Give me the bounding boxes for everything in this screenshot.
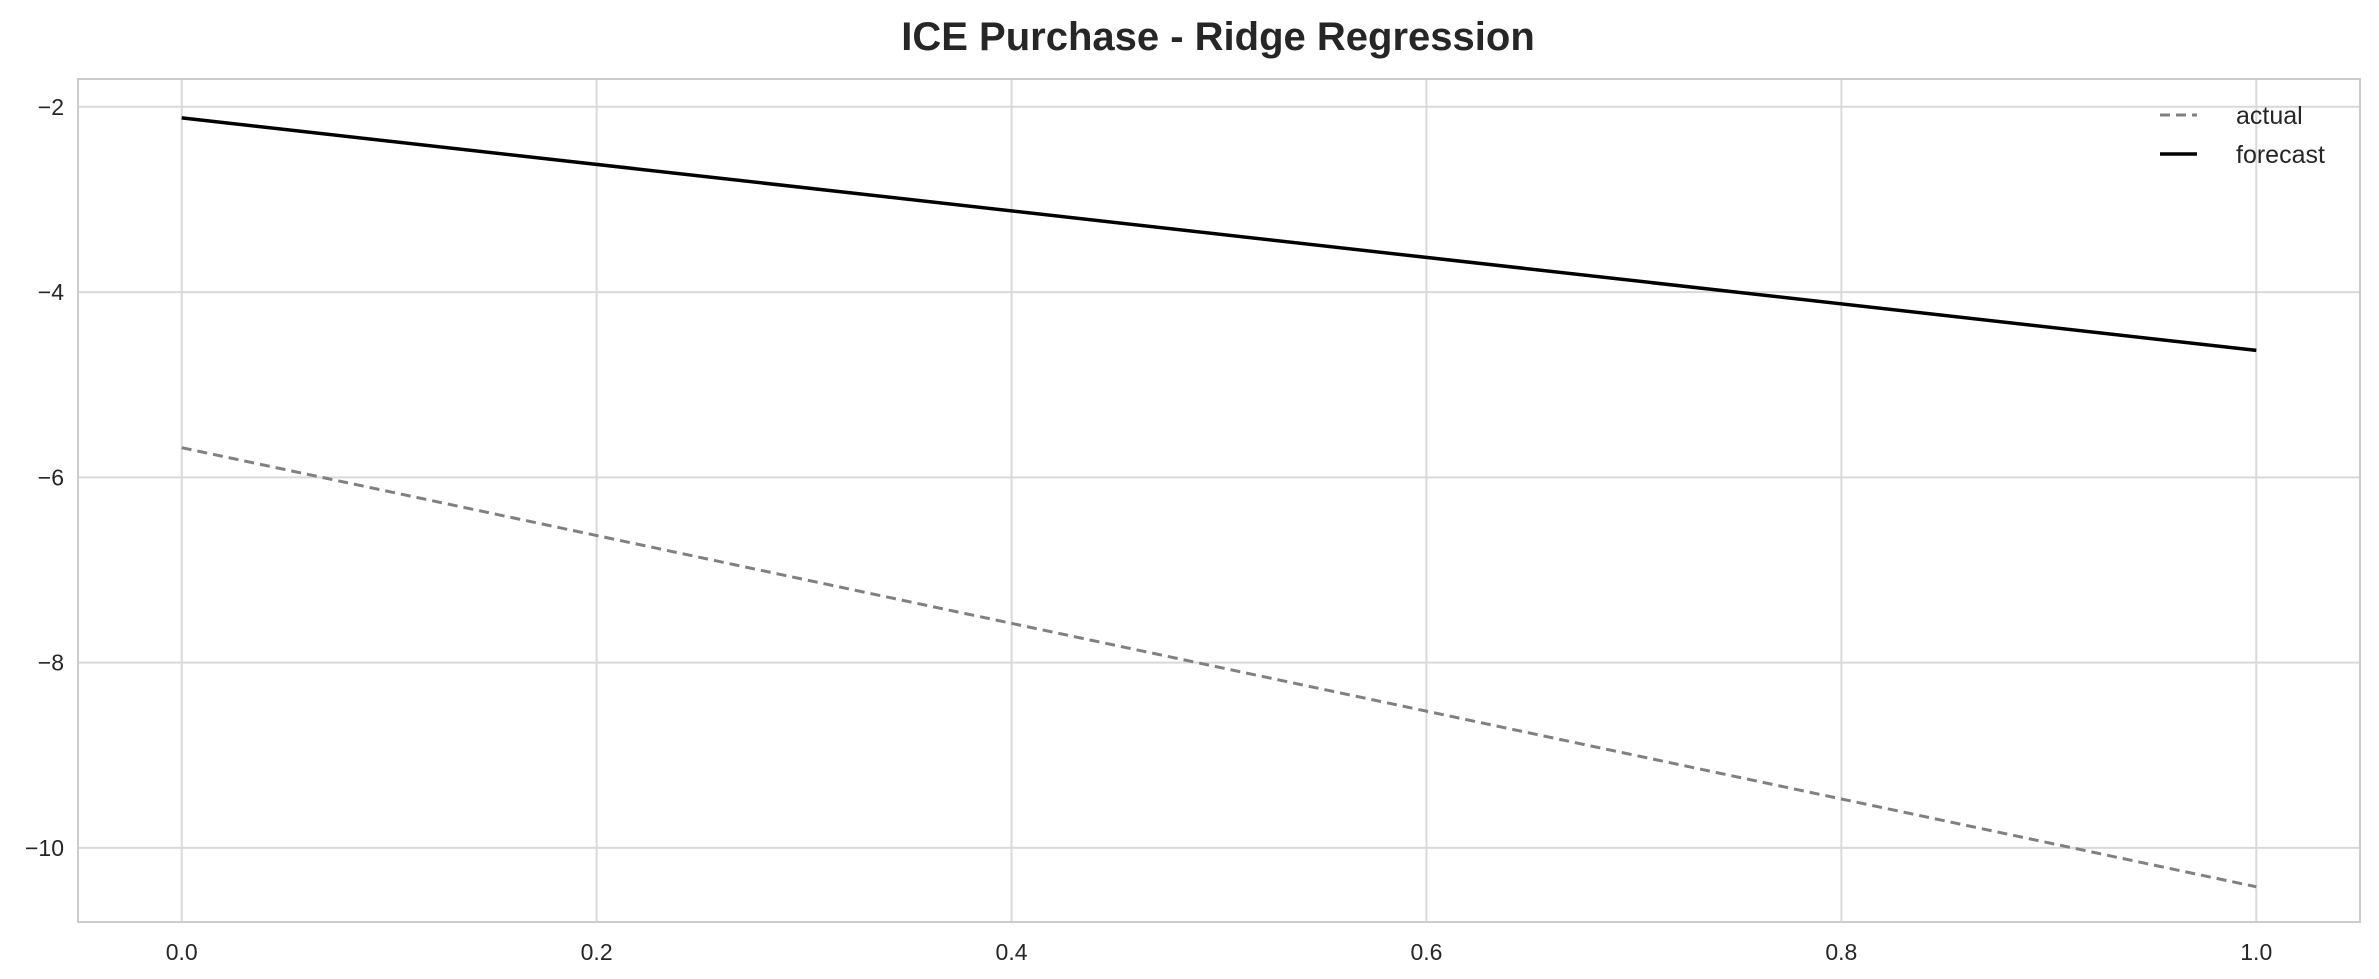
x-tick-label: 0.2 xyxy=(581,939,613,965)
legend-label-actual: actual xyxy=(2236,102,2303,130)
x-tick-label: 0.6 xyxy=(1410,939,1442,965)
x-tick-label: 0.0 xyxy=(166,939,198,965)
legend: actual forecast xyxy=(2160,102,2325,169)
x-tick-label: 0.4 xyxy=(996,939,1028,965)
tick-labels: 0.0 0.2 0.4 0.6 0.8 1.0 −2 −4 −6 −8 −10 xyxy=(25,94,2272,965)
plot-frame xyxy=(77,78,2361,923)
series-line-forecast xyxy=(181,116,2257,353)
chart-title: ICE Purchase - Ridge Regression xyxy=(901,15,1535,59)
grid-layer xyxy=(78,79,2360,922)
series-line-actual xyxy=(181,446,2257,889)
y-tick-label: −4 xyxy=(38,279,64,305)
y-tick-label: −8 xyxy=(38,650,64,676)
y-tick-label: −10 xyxy=(25,835,64,861)
series-lines xyxy=(181,116,2257,889)
legend-label-forecast: forecast xyxy=(2236,141,2325,169)
y-tick-label: −6 xyxy=(38,464,64,490)
x-tick-label: 0.8 xyxy=(1825,939,1857,965)
y-tick-label: −2 xyxy=(38,94,64,120)
x-tick-label: 1.0 xyxy=(2240,939,2272,965)
